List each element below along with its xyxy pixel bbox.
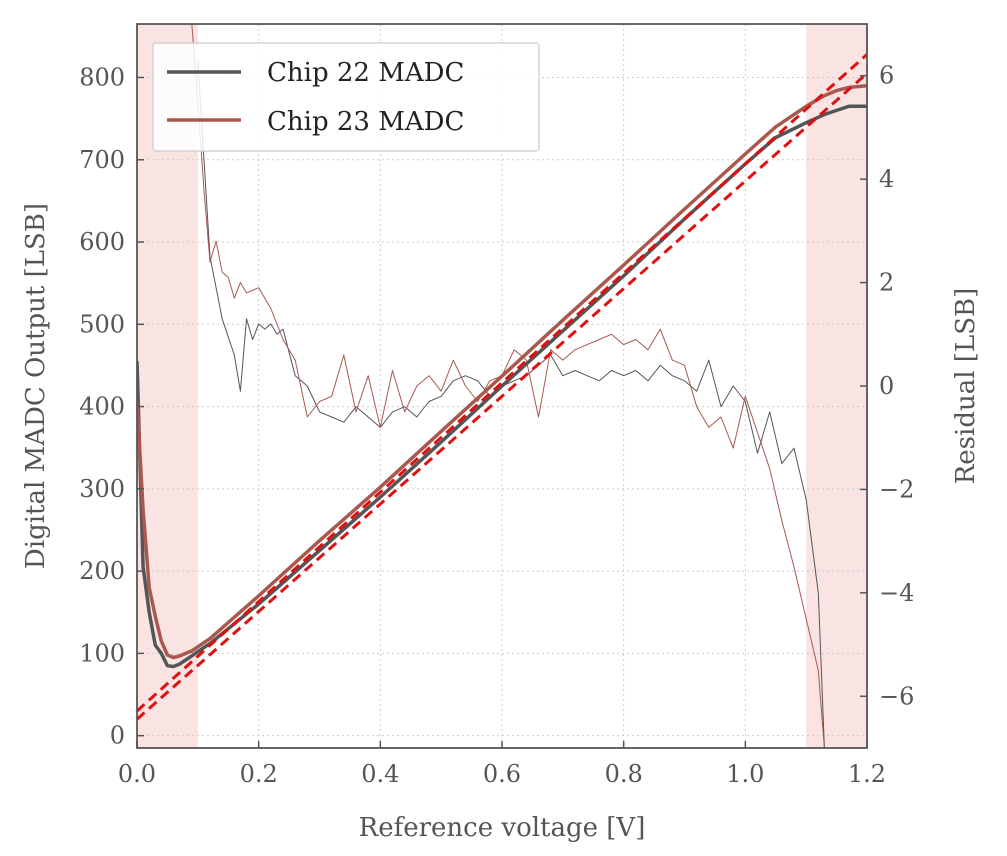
- y-tick-label-6: 600: [79, 228, 125, 256]
- legend-label-chip-22: Chip 22 MADC: [267, 58, 464, 88]
- y-tick-label-4: 400: [79, 393, 125, 421]
- y-tick-label-5: 500: [79, 310, 125, 338]
- y-tick-label-1: 100: [79, 639, 125, 667]
- chip-22-curve: [137, 104, 867, 669]
- shaded-region-1: [806, 24, 867, 748]
- axis-ticks: 0.0 0.2 0.4 0.6 0.8 1.0 1.2 0 100 200 300 400 500 600…: [79, 62, 914, 788]
- chip-23-curve: [137, 83, 867, 660]
- legend-label-chip-23: Chip 23 MADC: [267, 107, 464, 137]
- y-tick-label-7: 700: [79, 146, 125, 174]
- x-tick-label-5: 1.0: [726, 760, 764, 788]
- x-tick-label-4: 0.8: [605, 760, 643, 788]
- y2-tick-label-3: 0: [879, 372, 894, 400]
- y2-tick-label-4: 2: [879, 269, 894, 297]
- y2-tick-label-2: −2: [879, 475, 914, 503]
- y2-tick-label-0: −6: [879, 682, 914, 710]
- x-tick-label-6: 1.2: [848, 760, 886, 788]
- y2-tick-label-1: −4: [879, 579, 914, 607]
- y-tick-label-0: 0: [110, 722, 125, 750]
- legend-box: [152, 42, 540, 152]
- x-tick-label-1: 0.2: [240, 760, 278, 788]
- linear-fit-chip-23: [137, 53, 867, 713]
- x-tick-label-0: 0.0: [118, 760, 156, 788]
- y-tick-label-2: 200: [79, 557, 125, 585]
- y2-tick-label-5: 4: [879, 165, 894, 193]
- x-tick-label-3: 0.6: [483, 760, 521, 788]
- y2-axis-title: Residual [LSB]: [951, 288, 981, 485]
- legend: Chip 22 MADC Chip 23 MADC: [152, 42, 540, 152]
- x-axis-title: Reference voltage [V]: [359, 813, 646, 843]
- plot-series: [137, 24, 867, 748]
- y-tick-label-3: 300: [79, 475, 125, 503]
- x-tick-label-2: 0.4: [361, 760, 399, 788]
- y-axis-title: Digital MADC Output [LSB]: [21, 203, 51, 569]
- chip-22-residual: [197, 60, 825, 748]
- linear-fit-chip-22: [137, 72, 867, 721]
- y-tick-label-8: 800: [79, 63, 125, 91]
- y2-tick-label-6: 6: [879, 62, 894, 90]
